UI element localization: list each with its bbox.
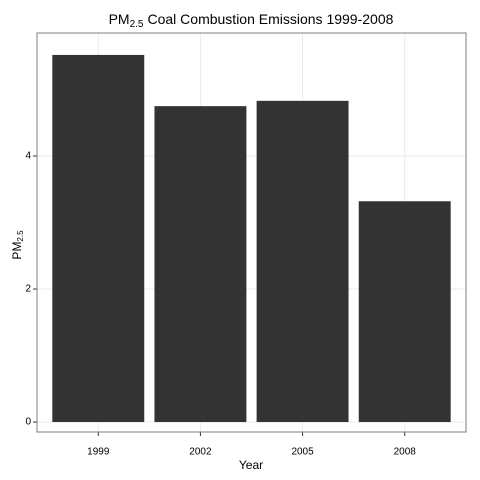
y-axis-title: PM2.5 [10, 230, 25, 260]
title-part: PM [109, 11, 130, 27]
x-tick-label: 1999 [87, 447, 110, 458]
bar [256, 100, 349, 423]
title-part: Coal Combustion Emissions 1999-2008 [147, 11, 393, 27]
ylabel-subscript: 2.5 [16, 230, 25, 242]
x-axis-title: Year [239, 458, 263, 472]
panel-border [36, 32, 467, 433]
bar [358, 201, 451, 423]
bar [154, 106, 247, 423]
y-tick-label: 4 [25, 151, 31, 162]
title-subscript: 2.5 [130, 19, 144, 30]
y-tick-label: 2 [25, 284, 31, 295]
chart-title: PM2.5 Coal Combustion Emissions 1999-2008 [109, 11, 394, 30]
ylabel-part: PM [10, 242, 24, 260]
y-tick-label: 0 [25, 417, 31, 428]
x-tick-label: 2008 [394, 447, 417, 458]
x-tick-label: 2005 [291, 447, 314, 458]
bar [52, 54, 145, 423]
x-tick-label: 2002 [189, 447, 212, 458]
